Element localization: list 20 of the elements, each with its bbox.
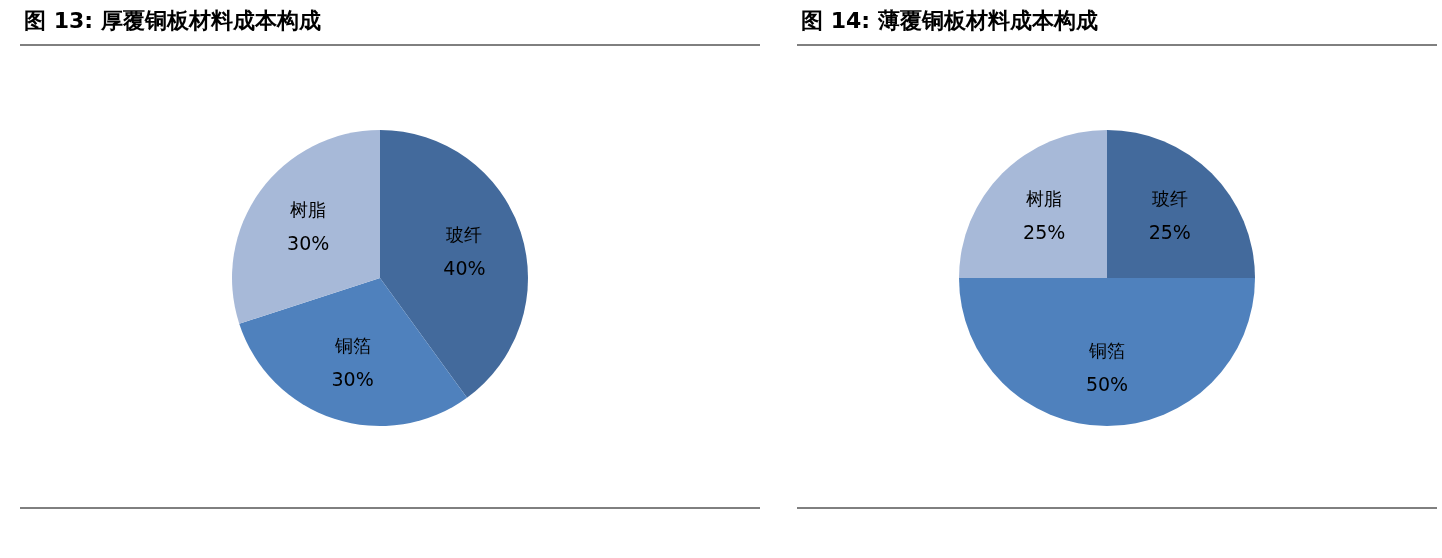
slice-label: 铜箔 bbox=[1088, 339, 1125, 361]
slice-label: 树脂 bbox=[1026, 188, 1063, 210]
pie-slice bbox=[1107, 130, 1255, 278]
pie-slice bbox=[232, 130, 380, 324]
chart-title: 图 13: 厚覆铜板材料成本构成 bbox=[24, 8, 321, 33]
chart-title: 图 14: 薄覆铜板材料成本构成 bbox=[801, 8, 1098, 33]
slice-label: 铜箔 bbox=[333, 335, 371, 357]
data-label: 30% bbox=[331, 368, 374, 391]
pie-slice bbox=[239, 278, 467, 426]
slice-label: 玻纤 bbox=[1151, 188, 1188, 210]
pie-slice bbox=[959, 278, 1255, 426]
data-label: 25% bbox=[1023, 221, 1066, 244]
pie-slice bbox=[380, 130, 528, 398]
slice-label: 玻纤 bbox=[446, 223, 483, 245]
data-label: 30% bbox=[287, 231, 330, 254]
data-label: 40% bbox=[443, 256, 486, 279]
pie-slice bbox=[959, 130, 1107, 278]
slice-label: 树脂 bbox=[290, 198, 327, 220]
data-label: 50% bbox=[1085, 372, 1129, 395]
data-label: 25% bbox=[1148, 221, 1191, 244]
